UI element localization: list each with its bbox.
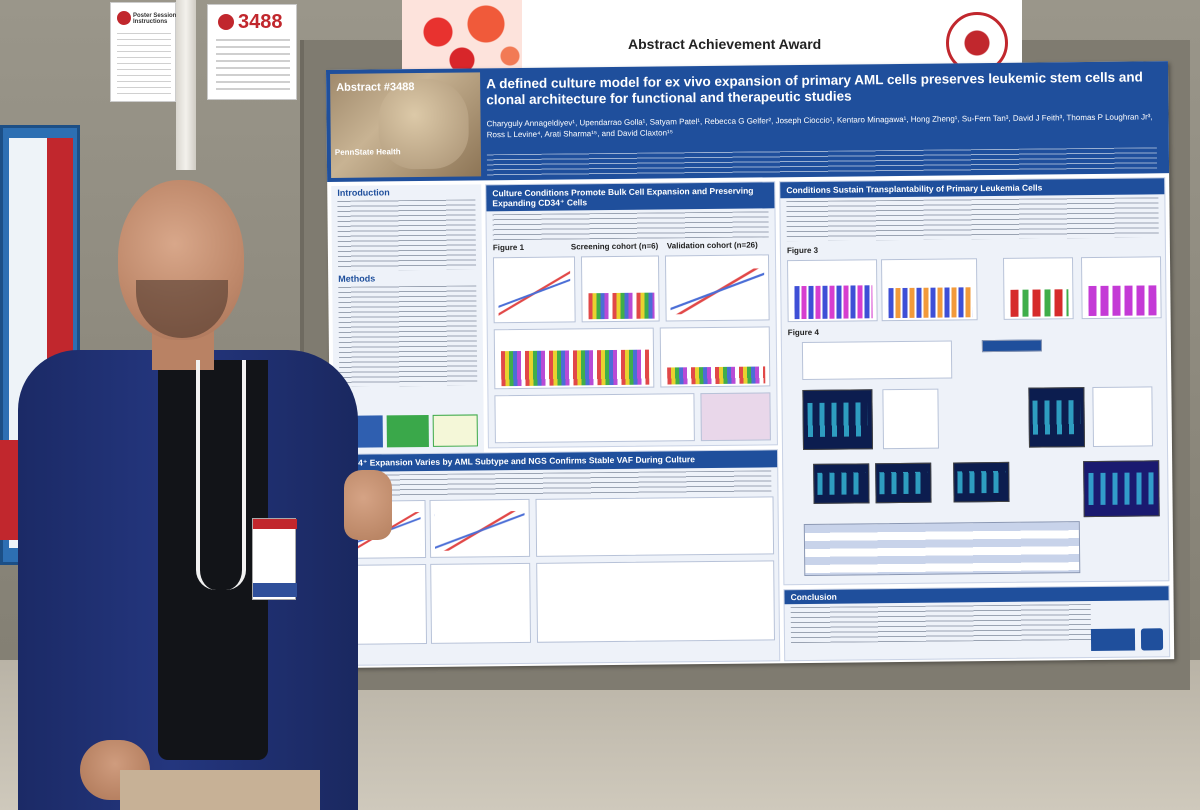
bioluminescence-image — [802, 389, 874, 451]
figure1b-plot — [580, 255, 660, 323]
instructions-sign: Poster Session Instructions — [110, 2, 176, 102]
nci-logo-icon — [1140, 628, 1164, 651]
institution-logo: PennState Health — [334, 147, 401, 157]
plot-bars — [794, 285, 873, 320]
figure1f-plot — [494, 393, 695, 444]
plot-lines — [434, 511, 526, 552]
plot-bars — [1010, 289, 1069, 317]
figure1a-plot — [492, 256, 576, 324]
validation-cohort-label: Validation cohort (n=26) — [666, 240, 758, 251]
culture-conditions-text — [492, 211, 769, 241]
cd34-expansion-heading: CD34⁺ Expansion Varies by AML Subtype an… — [335, 450, 778, 472]
figure1c-plot — [493, 327, 655, 390]
plot-bars — [588, 292, 655, 320]
plot-bars — [667, 366, 766, 385]
figure1-label: Figure 1 — [492, 242, 525, 253]
ngs-heatmap — [1083, 460, 1160, 518]
thumbs-up-hand — [344, 470, 392, 540]
instructions-title: Poster Session Instructions — [133, 13, 177, 25]
poster-title: A defined culture model for ex vivo expa… — [486, 69, 1143, 108]
figure3-label: Figure 3 — [786, 245, 819, 256]
culture-conditions-panel: Culture Conditions Promote Bulk Cell Exp… — [485, 181, 778, 449]
screening-cohort-label: Screening cohort (n=6) — [570, 241, 659, 252]
bioluminescence-image — [953, 461, 1010, 503]
figure3a-plot — [787, 259, 878, 323]
poster-authors: Charyguly Annageldiyev¹, Upendarrao Goll… — [486, 112, 1153, 140]
transplantability-heading: Conditions Sustain Transplantability of … — [780, 178, 1165, 199]
poster-header: Abstract #3488 PennState Health A define… — [326, 61, 1170, 182]
award-decoration — [402, 0, 522, 80]
bioluminescence-image — [1028, 387, 1085, 448]
ash-logo-icon — [218, 14, 234, 30]
support-pole — [176, 0, 196, 170]
instructions-text — [117, 33, 171, 95]
figure2f-vaf-plots — [536, 560, 775, 643]
figure4-label: Figure 4 — [787, 327, 819, 338]
abstract-number: Abstract #3488 — [336, 81, 415, 94]
conclusion-panel: Conclusion — [783, 585, 1171, 662]
figure1e-plot — [659, 326, 771, 388]
figure3d-plot — [1081, 256, 1162, 320]
presenter-pants — [120, 770, 320, 810]
conclusion-text — [790, 604, 1092, 644]
poster-number: 3488 — [238, 11, 283, 33]
neighbor-poster-edge — [0, 440, 18, 540]
name-badge — [252, 518, 297, 600]
plot-bars — [1088, 285, 1157, 317]
plot-lines — [498, 270, 571, 316]
figure2c-vaf-plots — [535, 496, 775, 557]
cd34-expansion-text — [341, 470, 772, 497]
figure1d-plot — [664, 254, 770, 322]
conclusion-heading: Conclusion — [784, 586, 1169, 605]
bioluminescence-image — [813, 463, 870, 504]
award-title: Abstract Achievement Award — [628, 36, 822, 52]
nih-logo-icon — [1090, 628, 1136, 652]
ash-logo-icon — [117, 11, 131, 25]
figure4b-plot — [882, 388, 939, 450]
transplantability-text — [786, 197, 1159, 242]
presenter-shirt — [158, 360, 268, 760]
poster-number-fine-print — [216, 39, 290, 93]
figure3b-plot — [881, 258, 978, 322]
badge-header — [253, 519, 297, 529]
poster-affiliations — [486, 147, 1158, 177]
plot-lines — [670, 268, 765, 315]
figure4b2-plot — [1092, 386, 1153, 447]
badge-footer — [253, 583, 297, 597]
figure2b-plot — [429, 498, 531, 558]
plot-bars — [500, 349, 650, 387]
research-poster: Abstract #3488 PennState Health A define… — [326, 61, 1175, 668]
figure1g-image — [700, 392, 771, 442]
culture-conditions-heading: Culture Conditions Promote Bulk Cell Exp… — [486, 182, 775, 212]
cd34-expansion-panel: CD34⁺ Expansion Varies by AML Subtype an… — [334, 449, 781, 666]
figure4-table — [803, 521, 1081, 577]
transplantability-panel: Conditions Sustain Transplantability of … — [779, 177, 1170, 586]
presenter — [0, 170, 400, 810]
figure4a-schematic — [801, 340, 953, 381]
lanyard — [196, 360, 246, 590]
plot-bars — [888, 287, 973, 319]
figure4a-label-box — [981, 339, 1042, 353]
poster-number-sign: 3488 — [207, 4, 297, 100]
flow-step — [432, 414, 478, 447]
figure3c-plot — [1003, 257, 1074, 320]
bioluminescence-image — [875, 462, 932, 504]
figure2e-plot — [430, 562, 532, 644]
